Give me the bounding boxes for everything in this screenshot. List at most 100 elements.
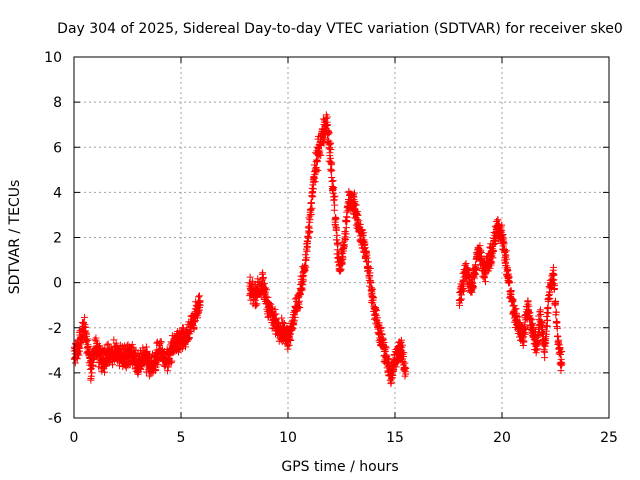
data-point xyxy=(167,359,175,367)
data-point xyxy=(328,166,336,174)
data-point xyxy=(337,266,345,274)
x-tick-label: 0 xyxy=(70,430,79,446)
data-point xyxy=(351,201,359,209)
data-point xyxy=(543,322,551,330)
data-point xyxy=(494,216,502,224)
data-point xyxy=(390,367,398,375)
data-point xyxy=(504,267,512,275)
data-point xyxy=(481,270,489,278)
data-point xyxy=(546,294,554,302)
x-axis-label: GPS time / hours xyxy=(281,459,398,475)
data-point xyxy=(465,267,473,275)
data-point xyxy=(89,361,97,369)
data-point xyxy=(356,220,364,228)
y-tick-label: -6 xyxy=(48,411,62,427)
x-tick-label: 25 xyxy=(600,430,618,446)
data-point xyxy=(480,273,488,281)
data-point xyxy=(343,213,351,221)
data-point xyxy=(285,341,293,349)
data-point xyxy=(499,231,507,239)
data-point xyxy=(295,297,303,305)
data-point xyxy=(364,258,372,266)
data-points xyxy=(70,111,566,388)
data-point xyxy=(327,145,335,153)
data-point xyxy=(481,278,489,286)
data-point xyxy=(157,338,165,346)
data-point xyxy=(545,291,553,299)
y-tick-label: -4 xyxy=(48,366,62,382)
data-point xyxy=(342,230,350,238)
data-point xyxy=(372,306,380,314)
data-point xyxy=(313,157,321,165)
data-point xyxy=(527,314,535,322)
x-tick-label: 15 xyxy=(386,430,404,446)
data-point xyxy=(515,313,523,321)
data-point xyxy=(457,295,465,303)
data-point xyxy=(326,158,334,166)
data-point xyxy=(328,159,336,167)
data-point xyxy=(360,229,368,237)
data-point xyxy=(520,330,528,338)
data-point xyxy=(524,297,532,305)
data-point xyxy=(271,305,279,313)
data-point xyxy=(326,149,334,157)
data-point xyxy=(262,284,270,292)
data-point xyxy=(489,254,497,262)
data-point xyxy=(469,283,477,291)
data-point xyxy=(330,184,338,192)
data-point xyxy=(532,346,540,354)
data-point xyxy=(557,367,565,375)
data-point xyxy=(543,330,551,338)
data-point xyxy=(369,285,377,293)
data-point xyxy=(338,257,346,265)
data-point xyxy=(370,294,378,302)
data-point xyxy=(544,303,552,311)
data-point xyxy=(387,375,395,383)
x-tick-label: 20 xyxy=(493,430,511,446)
data-point xyxy=(373,314,381,322)
data-point xyxy=(333,231,341,239)
data-point xyxy=(73,355,81,363)
data-point xyxy=(534,332,542,340)
data-point xyxy=(380,339,388,347)
data-point xyxy=(339,254,347,262)
data-point xyxy=(326,140,334,148)
data-point xyxy=(307,199,315,207)
data-point xyxy=(341,233,349,241)
data-point xyxy=(397,336,405,344)
data-point xyxy=(142,343,150,351)
data-point xyxy=(558,347,566,355)
data-point xyxy=(553,324,561,332)
data-point xyxy=(542,339,550,347)
data-point xyxy=(263,286,271,294)
data-point xyxy=(361,244,369,252)
data-point xyxy=(476,242,484,250)
data-point xyxy=(368,293,376,301)
data-point xyxy=(337,265,345,273)
data-point xyxy=(325,129,333,137)
y-tick-label: 6 xyxy=(53,140,62,156)
y-tick-label: 0 xyxy=(53,276,62,292)
axis-ticks: 0 5 10 15 20 25 -6 -4 -2 0 2 4 6 8 10 xyxy=(44,50,618,446)
data-point xyxy=(83,336,91,344)
x-tick-label: 5 xyxy=(177,430,186,446)
data-point xyxy=(537,311,545,319)
data-point xyxy=(331,221,339,229)
data-point xyxy=(267,300,275,308)
data-point xyxy=(327,167,335,175)
data-point xyxy=(332,222,340,230)
data-point xyxy=(392,363,400,371)
data-point xyxy=(308,204,316,212)
y-axis-label: SDTVAR / TECUs xyxy=(7,180,23,295)
data-point xyxy=(112,339,120,347)
data-point xyxy=(498,221,506,229)
data-point xyxy=(159,346,167,354)
data-point xyxy=(104,340,112,348)
data-point xyxy=(128,341,136,349)
data-point xyxy=(503,255,511,263)
data-point xyxy=(253,300,261,308)
data-point xyxy=(398,341,406,349)
data-point xyxy=(122,364,130,372)
data-point xyxy=(88,362,96,370)
